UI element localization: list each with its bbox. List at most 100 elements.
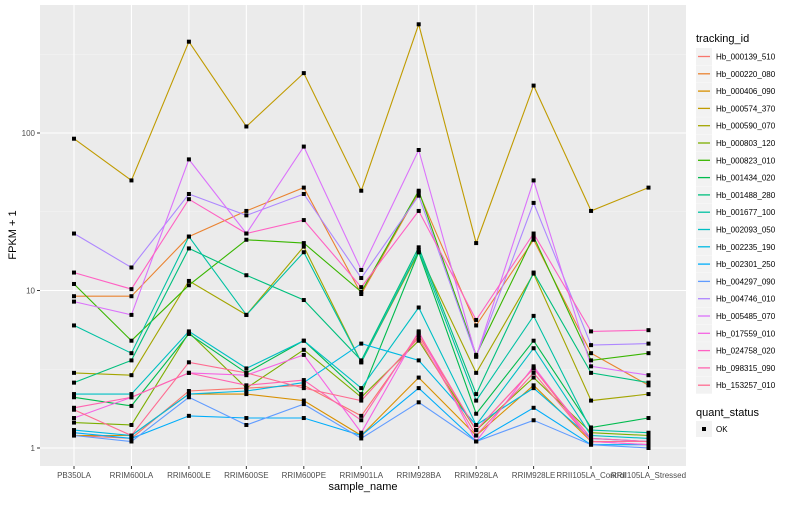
data-point-Hb_001434_020 <box>531 338 536 343</box>
data-point-Hb_002235_190 <box>531 386 536 391</box>
data-point-Hb_017559_010 <box>646 442 651 447</box>
data-point-Hb_001488_280 <box>72 380 76 385</box>
data-point-Hb_001488_280 <box>646 380 651 385</box>
data-point-Hb_002093_050 <box>186 329 191 334</box>
legend-label: Hb_001488_280 <box>716 191 776 200</box>
data-point-Hb_000574_370 <box>129 178 134 183</box>
data-point-Hb_024758_020 <box>301 218 306 223</box>
legend-label: Hb_000574_370 <box>716 104 776 113</box>
data-point-Hb_000590_070 <box>301 244 306 249</box>
data-point-Hb_000803_120 <box>129 422 134 427</box>
data-point-Hb_002301_250 <box>186 413 191 418</box>
data-point-Hb_001677_100 <box>646 430 651 435</box>
data-point-Hb_004297_090 <box>359 436 364 441</box>
data-point-Hb_000406_090 <box>531 383 536 388</box>
data-point-Hb_002093_050 <box>244 366 249 371</box>
data-point-Hb_000823_010 <box>72 281 76 286</box>
data-point-Hb_000823_010 <box>646 351 651 356</box>
x-tick-label: RRIM600SE <box>224 471 268 480</box>
data-point-Hb_002093_050 <box>646 436 651 441</box>
data-point-Hb_000574_370 <box>359 188 364 193</box>
data-point-Hb_000823_010 <box>301 241 306 246</box>
data-point-Hb_004297_090 <box>186 395 191 400</box>
x-tick-label: RRII105LA_Control <box>556 471 626 480</box>
x-tick-label: RRIM928LA <box>454 471 498 480</box>
data-point-Hb_000803_120 <box>301 347 306 352</box>
x-tick-label: RRIM928BA <box>396 471 441 480</box>
data-point-Hb_000803_120 <box>646 433 651 438</box>
data-point-Hb_001677_100 <box>72 323 76 328</box>
data-point-Hb_000406_090 <box>244 392 249 397</box>
data-point-Hb_000590_070 <box>646 392 651 397</box>
x-tick-label: RRIM600PE <box>282 471 326 480</box>
data-point-Hb_002301_250 <box>359 433 364 438</box>
x-tick-label: RRIM600LA <box>110 471 154 480</box>
x-tick-label: RRIM901LA <box>339 471 383 480</box>
data-point-Hb_153257_010 <box>589 439 594 444</box>
data-point-Hb_153257_010 <box>129 433 134 438</box>
data-point-Hb_004746_010 <box>244 213 249 218</box>
legend-label: Hb_000803_120 <box>716 139 776 148</box>
y-tick-label: 100 <box>22 129 36 138</box>
data-point-Hb_001434_020 <box>646 416 651 421</box>
data-point-Hb_002093_050 <box>589 433 594 438</box>
data-point-Hb_004746_010 <box>301 191 306 196</box>
data-point-Hb_000220_080 <box>129 294 134 299</box>
legend-label: Hb_000139_510 <box>716 53 776 62</box>
data-point-Hb_004297_090 <box>531 418 536 423</box>
data-point-Hb_001434_020 <box>129 403 134 408</box>
data-point-Hb_024758_020 <box>416 208 421 213</box>
data-point-Hb_000220_080 <box>474 323 479 328</box>
data-point-Hb_001434_020 <box>474 411 479 416</box>
legend-label: Hb_000220_080 <box>716 70 776 79</box>
y-tick-label: 1 <box>31 444 36 453</box>
legend-label: Hb_017559_010 <box>716 329 776 338</box>
data-point-Hb_002093_050 <box>301 338 306 343</box>
data-point-Hb_000139_510 <box>359 413 364 418</box>
data-point-Hb_000574_370 <box>531 83 536 88</box>
data-point-Hb_002301_250 <box>72 430 76 435</box>
legend-label: Hb_002235_190 <box>716 243 776 252</box>
data-point-Hb_004746_010 <box>531 200 536 205</box>
data-point-Hb_000220_080 <box>589 351 594 356</box>
data-point-Hb_002093_050 <box>72 392 76 397</box>
data-point-Hb_000823_010 <box>416 188 421 193</box>
data-point-Hb_001677_100 <box>359 360 364 365</box>
data-point-Hb_098315_090 <box>129 395 134 400</box>
data-point-Hb_005485_070 <box>301 144 306 149</box>
data-point-Hb_002235_190 <box>186 392 191 397</box>
y-tick-label: 10 <box>26 287 35 296</box>
data-point-Hb_017559_010 <box>531 364 536 369</box>
data-point-Hb_000823_010 <box>129 338 134 343</box>
data-point-Hb_002093_050 <box>416 305 421 310</box>
data-point-Hb_004746_010 <box>186 191 191 196</box>
data-point-Hb_005485_070 <box>186 157 191 162</box>
data-point-Hb_000803_120 <box>416 338 421 343</box>
data-point-Hb_000823_010 <box>531 234 536 239</box>
data-point-Hb_024758_020 <box>646 328 651 333</box>
data-point-Hb_024758_020 <box>474 317 479 322</box>
data-point-Hb_001434_020 <box>186 331 191 336</box>
data-point-Hb_001677_100 <box>186 234 191 239</box>
y-axis-title: FPKM + 1 <box>7 210 19 259</box>
data-point-Hb_098315_090 <box>359 418 364 423</box>
data-point-Hb_001488_280 <box>129 358 134 363</box>
data-point-Hb_000574_370 <box>186 39 191 44</box>
legend-label: Hb_001677_100 <box>716 208 776 217</box>
data-point-Hb_005485_070 <box>359 267 364 272</box>
data-point-Hb_153257_010 <box>531 370 536 375</box>
data-point-Hb_005485_070 <box>589 364 594 369</box>
legend-label: Hb_001434_020 <box>716 174 776 183</box>
data-point-Hb_001488_280 <box>301 298 306 303</box>
data-point-Hb_000139_510 <box>416 333 421 338</box>
data-point-Hb_002301_250 <box>416 386 421 391</box>
data-point-Hb_000590_070 <box>186 278 191 283</box>
data-point-Hb_001488_280 <box>186 246 191 251</box>
data-point-Hb_000803_120 <box>244 386 249 391</box>
data-point-Hb_000574_370 <box>72 136 76 141</box>
legend-label: Hb_002093_050 <box>716 226 776 235</box>
data-point-Hb_000220_080 <box>244 208 249 213</box>
data-point-Hb_000220_080 <box>301 185 306 190</box>
data-point-Hb_004746_010 <box>129 265 134 270</box>
